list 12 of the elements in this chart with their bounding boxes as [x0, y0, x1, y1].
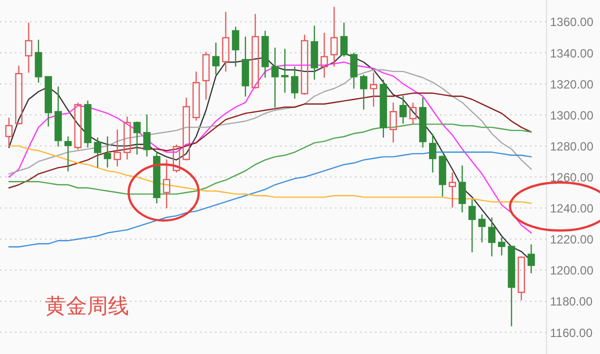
y-tick-label: 1160.00	[550, 326, 593, 340]
y-tick-label: 1320.00	[550, 77, 594, 92]
y-tick-label: 1260.00	[550, 170, 594, 184]
y-tick-label: 1360.00	[550, 15, 594, 30]
y-tick-label: 1340.00	[550, 46, 594, 60]
y-tick-label: 1180.00	[550, 294, 593, 309]
text: 黄金周线	[45, 294, 129, 318]
y-tick-label: 1240.00	[550, 202, 594, 216]
y-tick-label: 1220.00	[550, 232, 594, 247]
y-tick-label: 1280.00	[550, 139, 594, 154]
y-tick-label: 1300.00	[550, 108, 594, 122]
y-tick-label: 1200.00	[550, 264, 594, 278]
